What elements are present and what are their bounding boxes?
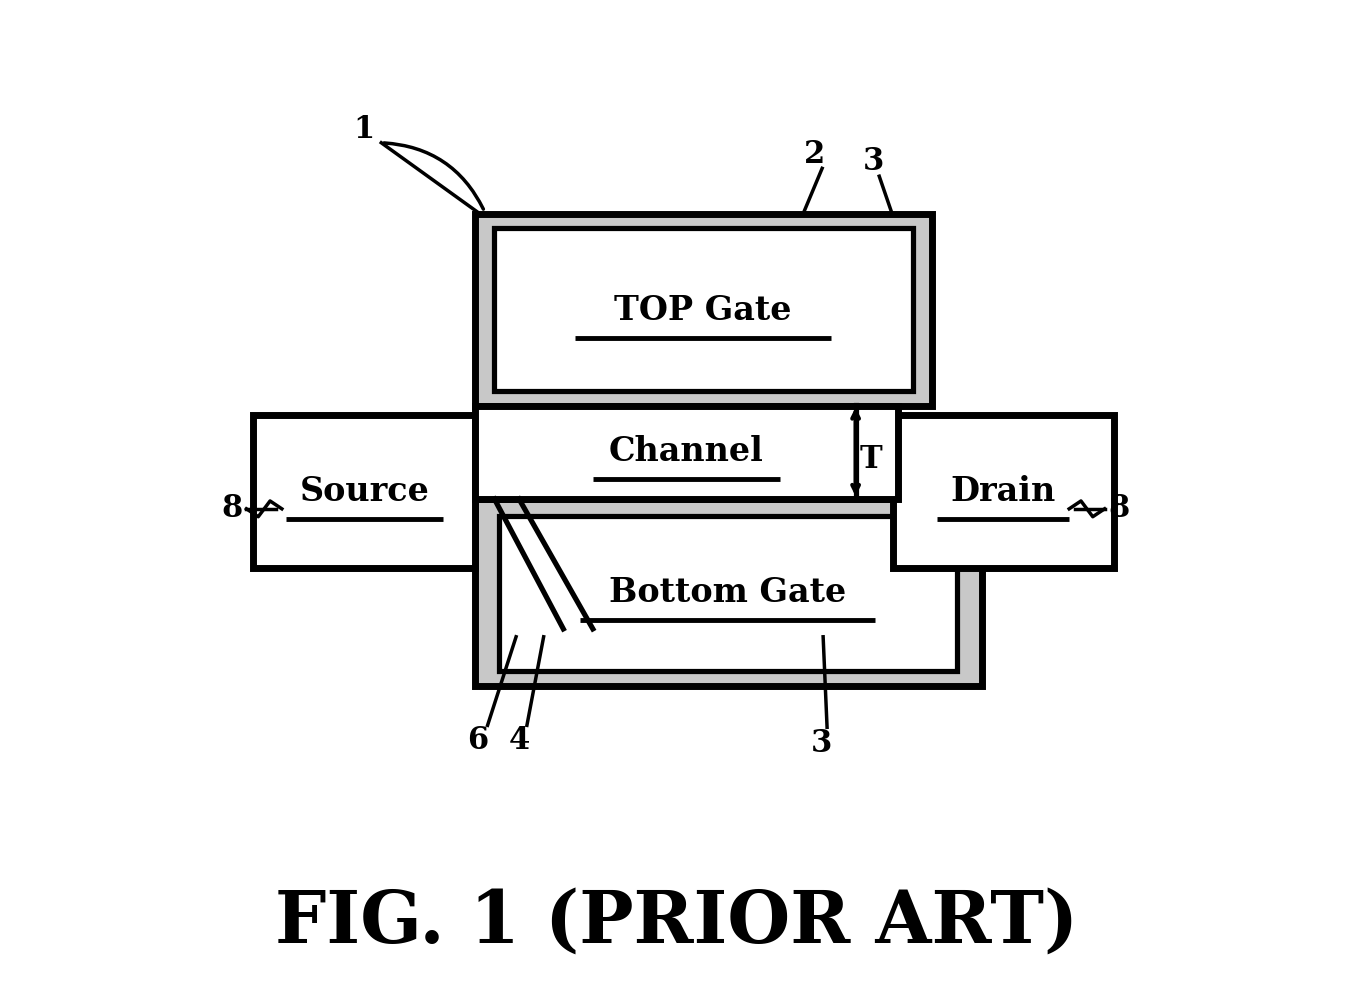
Text: TOP Gate: TOP Gate	[614, 293, 792, 326]
Bar	[253, 415, 475, 568]
Bar	[494, 229, 913, 391]
Text: 2: 2	[804, 139, 825, 170]
Text: Drain: Drain	[951, 475, 1055, 508]
Text: 8: 8	[221, 493, 242, 524]
Bar	[475, 405, 898, 499]
Text: T: T	[861, 444, 882, 475]
Bar	[499, 516, 957, 672]
Text: 3: 3	[863, 146, 884, 177]
Bar	[475, 214, 932, 405]
Text: Source: Source	[299, 475, 429, 508]
Text: 6: 6	[467, 725, 488, 755]
Text: Channel: Channel	[609, 435, 764, 468]
Text: 8: 8	[1108, 493, 1130, 524]
Text: 3: 3	[810, 728, 832, 758]
Bar	[893, 415, 1115, 568]
Bar	[475, 499, 981, 686]
Text: 4: 4	[509, 725, 529, 755]
Text: FIG. 1 (PRIOR ART): FIG. 1 (PRIOR ART)	[275, 886, 1078, 958]
Text: 1: 1	[353, 115, 375, 146]
Text: Bottom Gate: Bottom Gate	[609, 576, 846, 609]
